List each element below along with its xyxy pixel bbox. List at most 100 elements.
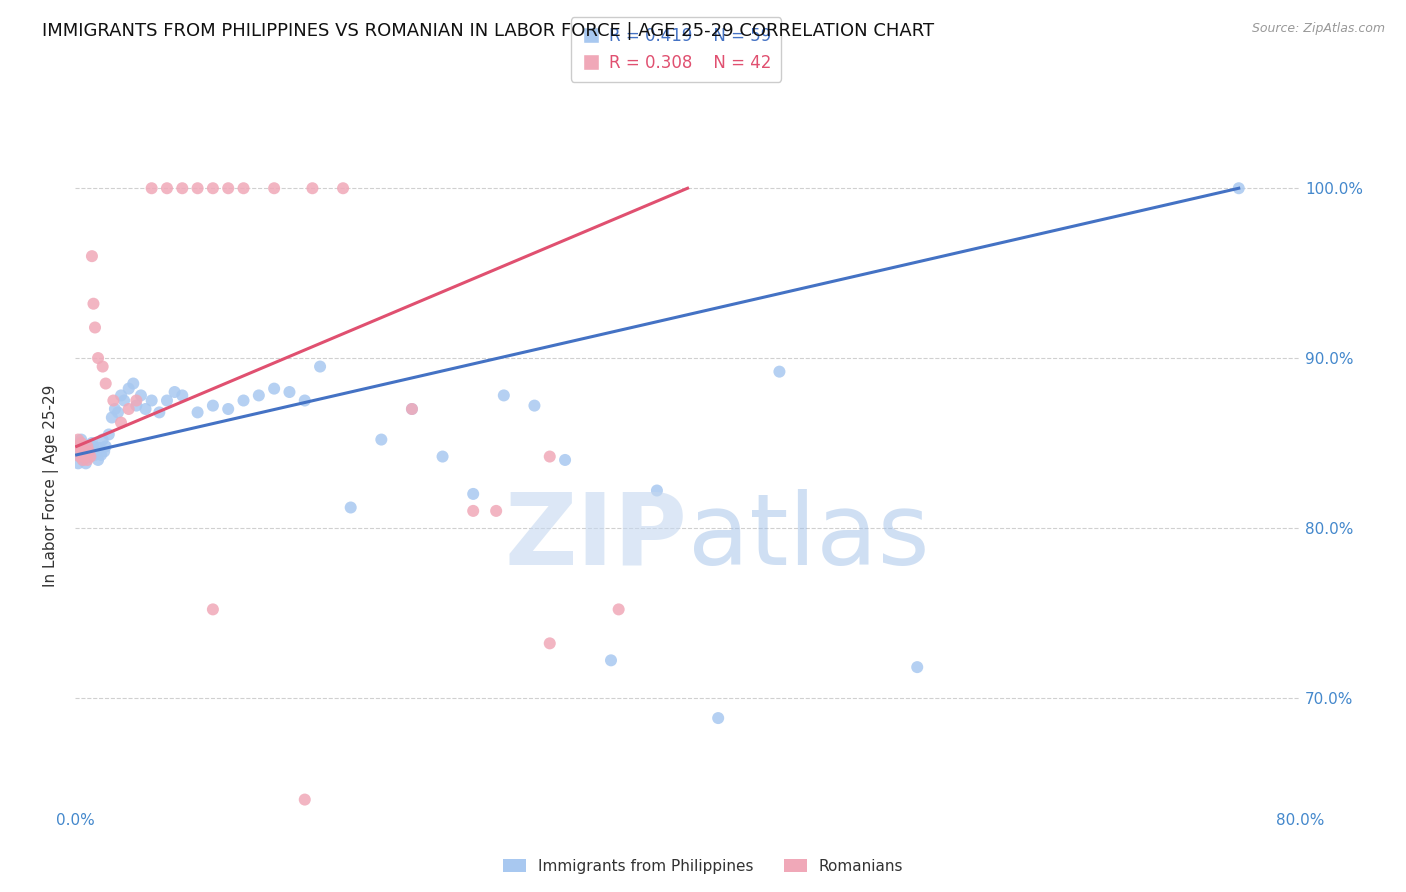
Point xyxy=(101,410,124,425)
Point xyxy=(232,181,254,195)
Point xyxy=(129,388,152,402)
Point xyxy=(103,393,125,408)
Point xyxy=(122,376,145,391)
Point xyxy=(217,181,239,195)
Point xyxy=(523,399,546,413)
Point xyxy=(905,660,928,674)
Point xyxy=(332,181,354,195)
Point xyxy=(187,405,209,419)
Point xyxy=(93,444,115,458)
Point xyxy=(172,181,194,195)
Point xyxy=(600,653,623,667)
Point xyxy=(84,320,107,334)
Point xyxy=(538,636,561,650)
Point xyxy=(69,441,91,455)
Point xyxy=(485,504,508,518)
Point xyxy=(645,483,668,498)
Point xyxy=(554,453,576,467)
Point xyxy=(84,448,107,462)
Point xyxy=(110,388,132,402)
Point xyxy=(107,405,129,419)
Point xyxy=(135,402,157,417)
Point xyxy=(163,384,186,399)
Text: atlas: atlas xyxy=(688,489,929,585)
Point xyxy=(65,448,87,462)
Point xyxy=(463,504,485,518)
Point xyxy=(75,444,97,458)
Point xyxy=(87,453,110,467)
Point xyxy=(294,792,316,806)
Point xyxy=(125,393,148,408)
Point xyxy=(70,433,93,447)
Point xyxy=(263,382,285,396)
Point xyxy=(1227,181,1250,195)
Point xyxy=(90,448,112,462)
Point xyxy=(401,402,423,417)
Point xyxy=(67,456,90,470)
Point xyxy=(172,388,194,402)
Point xyxy=(72,453,94,467)
Text: Source: ZipAtlas.com: Source: ZipAtlas.com xyxy=(1251,22,1385,36)
Point xyxy=(77,444,100,458)
Point xyxy=(201,602,224,616)
Point xyxy=(104,402,127,417)
Legend: R = 0.419    N = 59, R = 0.308    N = 42: R = 0.419 N = 59, R = 0.308 N = 42 xyxy=(571,17,782,81)
Point xyxy=(370,433,392,447)
Point xyxy=(125,399,148,413)
Point xyxy=(91,433,114,447)
Legend: Immigrants from Philippines, Romanians: Immigrants from Philippines, Romanians xyxy=(496,853,910,880)
Point xyxy=(463,487,485,501)
Point xyxy=(75,456,97,470)
Point xyxy=(112,393,135,408)
Point xyxy=(401,402,423,417)
Point xyxy=(69,450,91,464)
Point xyxy=(263,181,285,195)
Point xyxy=(94,439,117,453)
Point xyxy=(294,393,316,408)
Point xyxy=(118,402,141,417)
Point xyxy=(94,376,117,391)
Point xyxy=(79,450,101,464)
Point xyxy=(247,388,270,402)
Point xyxy=(432,450,454,464)
Point xyxy=(232,393,254,408)
Point xyxy=(141,181,163,195)
Point xyxy=(79,448,101,462)
Point xyxy=(97,427,120,442)
Point xyxy=(76,450,98,464)
Point xyxy=(201,181,224,195)
Point xyxy=(492,388,515,402)
Point xyxy=(187,181,209,195)
Text: ZIP: ZIP xyxy=(505,489,688,585)
Point xyxy=(80,249,103,263)
Point xyxy=(80,436,103,450)
Point xyxy=(141,393,163,408)
Point xyxy=(301,181,323,195)
Point xyxy=(538,450,561,464)
Point xyxy=(201,399,224,413)
Point xyxy=(72,453,94,467)
Point xyxy=(69,439,91,453)
Text: IMMIGRANTS FROM PHILIPPINES VS ROMANIAN IN LABOR FORCE | AGE 25-29 CORRELATION C: IMMIGRANTS FROM PHILIPPINES VS ROMANIAN … xyxy=(42,22,935,40)
Point xyxy=(76,453,98,467)
Point xyxy=(67,433,90,447)
Point xyxy=(110,416,132,430)
Point xyxy=(339,500,361,515)
Point xyxy=(89,441,111,455)
Point xyxy=(118,382,141,396)
Point xyxy=(65,439,87,453)
Point xyxy=(73,450,96,464)
Point xyxy=(70,436,93,450)
Point xyxy=(768,365,790,379)
Point xyxy=(87,351,110,365)
Point xyxy=(607,602,630,616)
Point xyxy=(86,444,108,458)
Point xyxy=(148,405,170,419)
Point xyxy=(707,711,730,725)
Point xyxy=(217,402,239,417)
Point xyxy=(156,181,179,195)
Point xyxy=(82,439,104,453)
Point xyxy=(73,444,96,458)
Point xyxy=(309,359,332,374)
Point xyxy=(156,393,179,408)
